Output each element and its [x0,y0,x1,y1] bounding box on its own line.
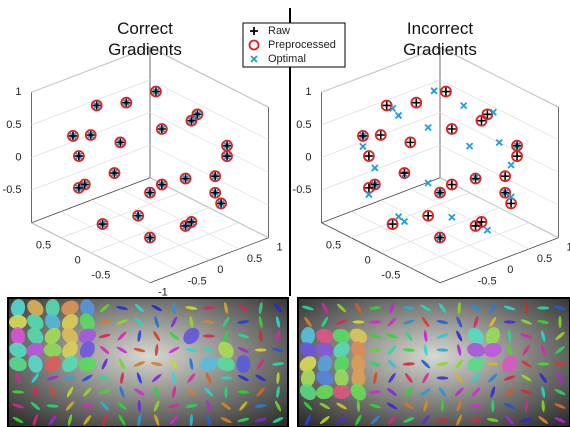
marker [496,140,502,146]
marker [508,162,514,168]
x-tick-label: 0 [75,255,81,267]
legend-label: Raw [268,25,290,37]
grid-line [91,200,210,260]
grid-line [150,145,269,205]
marker [424,212,432,220]
figure: -0.5 0 0.5 1 -0.5 0 0.5 -1 -0.5 0 0.5 1 -0.5 0 0.5 1 -0.… [0,0,570,427]
marker [360,143,366,149]
marker [401,218,407,224]
z-tick-label: 0 [305,151,311,163]
y-tick-label: 0 [507,264,513,276]
glyph [436,418,448,421]
chart-title: Incorrect Gradients [385,18,495,60]
grid-line [150,113,269,173]
x-tick-label: -0.5 [91,270,110,282]
y-tick-label: -0.5 [478,275,497,287]
marker [425,125,431,131]
marker [396,112,402,118]
grid-line [322,145,441,190]
marker [461,103,467,109]
marker [507,199,515,207]
marker [501,172,509,180]
y-tick-label: -1 [158,287,168,299]
y-tick-label: 0.5 [247,253,262,265]
marker [383,101,391,109]
z-tick-label: -0.5 [293,184,312,196]
z-tick-label: 1 [305,86,311,98]
z-tick-label: -0.5 [3,184,22,196]
marker [467,143,473,149]
marker [448,181,456,189]
z-tick-label: 0 [15,151,21,163]
marker [396,214,402,220]
glyph [352,320,364,323]
legend-label: Preprocessed [268,39,336,51]
legend-label: Optimal [268,53,306,65]
marker [449,214,455,220]
marker [431,88,437,94]
grid-line [150,80,269,140]
x-tick-label: 0.5 [36,240,51,252]
marker [442,88,450,96]
marker [406,138,414,146]
marker [477,218,485,226]
z-tick-label: 0.5 [6,119,21,131]
marker [365,152,373,160]
grid-line [381,200,500,260]
chart-title: Correct Gradients [90,18,200,60]
glyph [537,306,549,309]
marker [513,152,521,160]
y-tick-label: -0.5 [188,275,207,287]
x-tick-label: 0 [365,255,371,267]
z-tick-label: 0.5 [296,119,311,131]
glyph [491,400,494,412]
grid-line [440,178,559,238]
y-tick-label: 1 [277,242,283,254]
grid-line [32,80,151,125]
x-tick-label: -0.5 [381,270,400,282]
y-tick-label: 1 [567,242,570,254]
marker [412,99,420,107]
z-tick-label: 1 [15,86,21,98]
y-tick-label: 0.5 [537,253,552,265]
glyph [333,385,351,399]
grid-line [150,178,269,238]
glyph [369,348,381,351]
x-tick-label: 0.5 [326,240,341,252]
chart: -0.5 0 0.5 1 -0.5 0 0.5 -1 -0.5 0 0.5 1 -0.5 0 0.5 1 -0.… [0,0,570,427]
grid-line [440,145,559,205]
marker [448,125,456,133]
grid-line [322,80,441,125]
glyph [255,348,267,351]
grid-line [440,80,559,140]
y-tick-label: 0 [217,264,223,276]
grid-line [32,145,151,190]
marker [377,131,385,139]
